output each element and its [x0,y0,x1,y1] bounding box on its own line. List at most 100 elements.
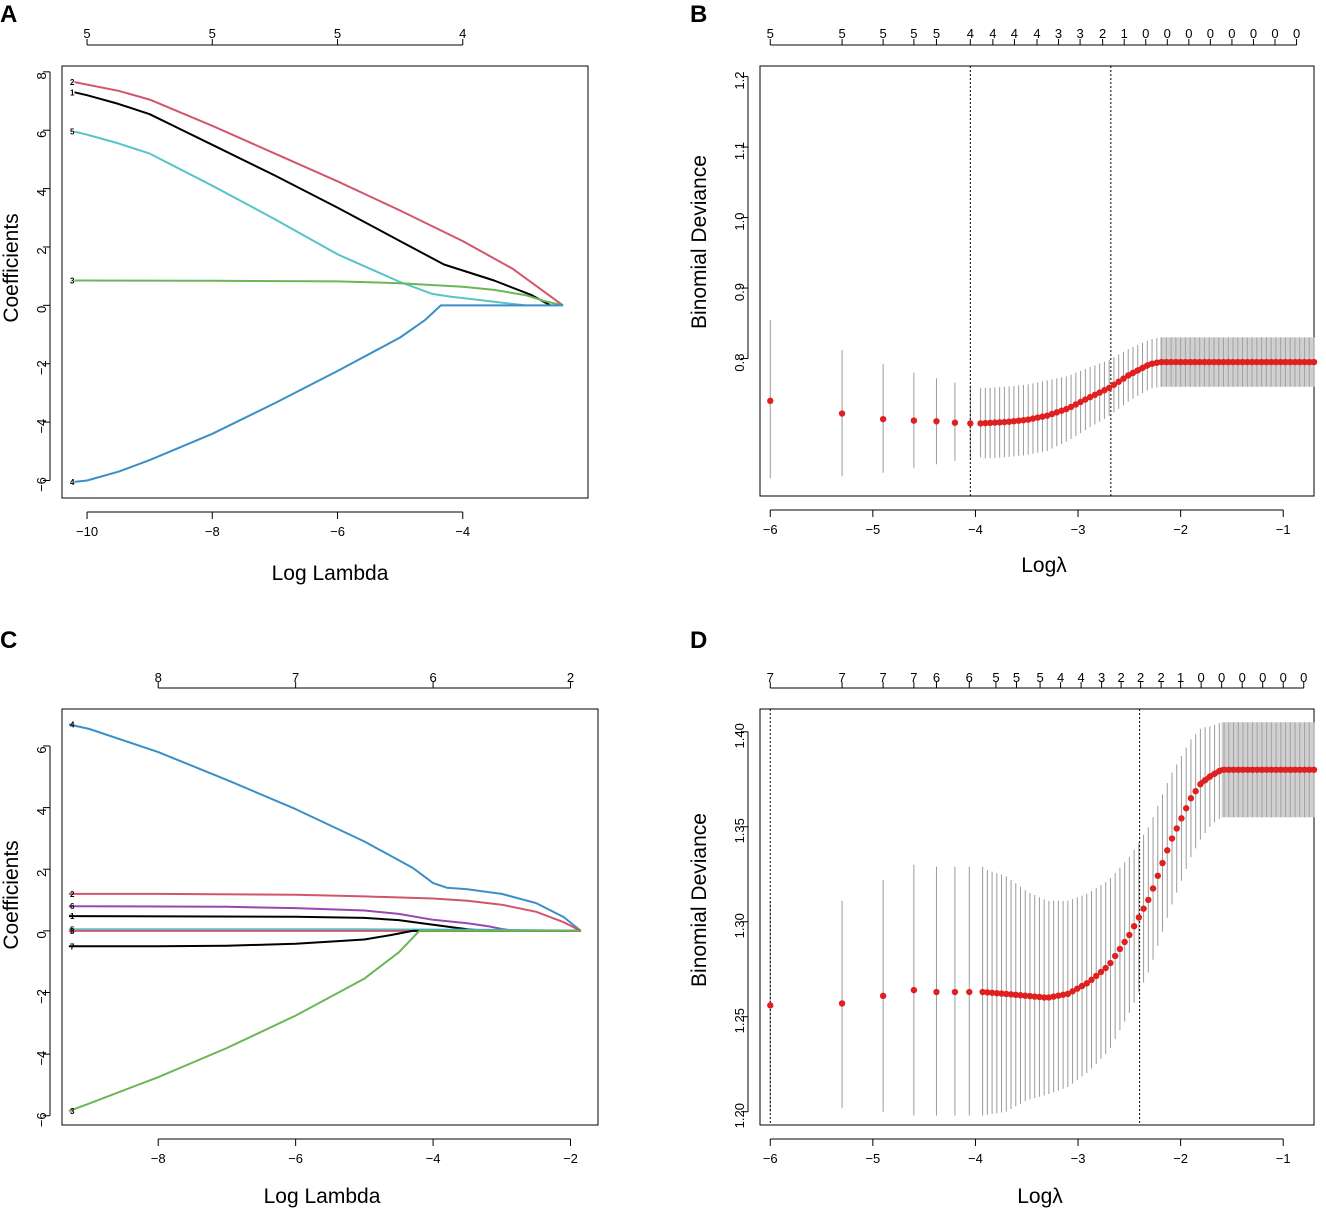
panel-d-deviance-point [1083,980,1090,987]
panel-a-y-tick-label: −6 [34,477,49,492]
panel-c-series-8-label: 8 [70,927,75,936]
panel-a-x-axis-label: Log Lambda [272,562,389,585]
panel-d-plot: −6 −5 −4 −3 −2 −11.201.251.301.351.407 7 7 7 6 6 5 5… [732,670,1318,1166]
panel-a-series-5-label: 5 [70,128,75,137]
panel-b-y-tick-label: 1.2 [732,72,747,90]
panel-b-deviance-point [977,420,984,427]
panel-b-deviance-point [1086,393,1094,401]
panel-d-deviance-point [1078,982,1086,990]
panel-c-top-tick-label: 2 [567,670,574,685]
panel-b-top-tick-label: 4 [1011,26,1018,41]
panel-b-deviance-point [933,418,940,425]
panel-d-deviance-point [1088,976,1095,984]
panel-b-y-tick-label: 1.1 [732,142,747,160]
panel-b-deviance-point [967,420,974,427]
panel-d-deviance-plateau-line [1199,767,1314,786]
panel-d-top-tick-label: 3 [1098,670,1105,685]
panel-d-top-tick-label: 0 [1280,670,1287,685]
panel-d-deviance-point [1097,968,1105,976]
panel-d-deviance-point [988,989,996,996]
panel-b-deviance-point [1067,403,1075,411]
panel-d-top-tick-label: 0 [1218,670,1225,685]
panel-b-deviance-point [951,419,959,426]
panel-d-deviance-point [933,988,940,996]
panel-d-y-tick-label: 1.20 [732,1103,747,1128]
panel-d-deviance-point [1017,992,1024,999]
panel-d-deviance-point [1012,991,1019,999]
panel-d-deviance-point [998,990,1005,997]
panel-d-top-tick-label: 0 [1300,670,1307,685]
panel-a-plot-frame [61,65,589,499]
panel-a-x-tick-label: −10 [76,524,98,539]
panel-d-top-tick-label: 6 [933,670,940,685]
panel-c-series-4-line [68,723,582,932]
panel-c-y-axis-label: Coefficients [0,840,23,949]
panel-b-deviance-point [1005,418,1013,425]
panel-d-deviance-point [1168,835,1176,842]
panel-b-label: B [690,1,707,28]
panel-c-series-2-line [68,892,582,932]
panel-c-top-tick-label: 7 [292,670,299,685]
panel-d-x-tick-label: −2 [1173,1151,1188,1166]
panel-d-deviance-point [1140,905,1147,912]
panel-b-deviance-point [767,397,774,405]
panel-c-series-7-line [68,929,581,948]
panel-b-deviance-point [1110,381,1118,388]
panel-a-top-tick-label: 4 [459,26,466,41]
panel-a-top-tick-label: 5 [83,26,90,41]
panel-c-y-tick-label: 6 [34,746,49,753]
panel-c-y-tick-label: 2 [34,870,49,877]
panel-d-deviance-point [951,988,959,996]
panel-a-label: A [0,1,17,28]
panel-d-top-tick-label: 4 [1057,670,1064,685]
panel-d-deviance-point [1130,922,1138,930]
panel-b-deviance-point [1082,396,1089,403]
panel-b-deviance-point [1025,416,1032,423]
panel-b-top-tick-label: 4 [967,26,974,41]
panel-d-deviance-point [1173,825,1180,832]
panel-d-top-tick-label: 5 [1036,670,1043,685]
panel-d-label: D [690,627,707,654]
panel-d-deviance-point [1187,795,1195,802]
panel-d-deviance-point [910,986,918,994]
panel-b-y-tick-label: 1.0 [732,213,747,231]
panel-b-deviance-point [910,417,918,424]
panel-a-series-4-label: 4 [70,478,75,487]
panel-b-deviance-point [1010,417,1018,425]
panel-d-y-tick-label: 1.40 [732,723,747,748]
panel-d-deviance-point [984,989,991,996]
panel-d-x-tick-label: −6 [763,1151,778,1166]
panel-d-x-tick-label: −4 [968,1151,983,1166]
panel-b-top-tick-label: 0 [1207,26,1214,41]
panel-d-deviance-point [1121,938,1128,946]
panel-b-x-tick-label: −3 [1071,522,1086,537]
panel-a-y-tick-label: 4 [34,189,49,196]
panel-b-x-tick-label: −6 [763,522,778,537]
panel-b-y-tick-label: 0.8 [732,354,747,372]
panel-d-deviance-point [1026,992,1034,1000]
panel-b-deviance-point [1039,413,1046,420]
panel-d-deviance-point [1074,985,1081,992]
panel-d-x-tick-label: −5 [865,1151,880,1166]
panel-d-plot-frame [759,708,1315,1126]
panel-b: B −6 −5 −4 −3 −2 −10.80.91.01.11.25 5 5 5 5 4 4 4 4 3 3… [688,1,1318,577]
panel-b-deviance-point [986,419,994,427]
panel-b-top-tick-label: 3 [1055,26,1062,41]
panel-b-y-tick-label: 0.9 [732,283,747,301]
panel-b-deviance-point [1029,415,1037,422]
panel-c-series-5-label: 5 [70,925,75,934]
panel-b-deviance-point [1034,414,1041,421]
panel-c-x-tick-label: −8 [151,1151,166,1166]
panel-b-plot: −6 −5 −4 −3 −2 −10.80.91.01.11.25 5 5 5 5 4 4 4 4 3 3 2 1… [732,26,1318,537]
panel-d-deviance-point [1069,988,1076,995]
panel-d-deviance-point [1111,952,1119,960]
panel-a-y-tick-label: 8 [34,72,49,79]
panel-a-y-tick-label: −4 [34,419,49,434]
panel-d-deviance-point [1102,964,1109,972]
panel-d-deviance-point [1064,990,1072,998]
panel-a-series-1-line [74,91,551,307]
